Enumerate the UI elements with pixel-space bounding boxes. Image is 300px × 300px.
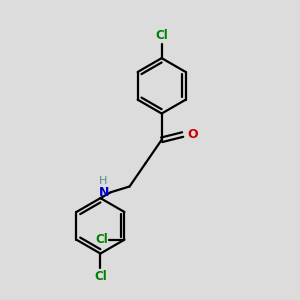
Text: O: O	[187, 128, 198, 141]
Text: N: N	[99, 186, 109, 199]
Text: Cl: Cl	[95, 233, 108, 246]
Text: H: H	[99, 176, 107, 186]
Text: Cl: Cl	[155, 29, 168, 42]
Text: Cl: Cl	[94, 270, 107, 283]
